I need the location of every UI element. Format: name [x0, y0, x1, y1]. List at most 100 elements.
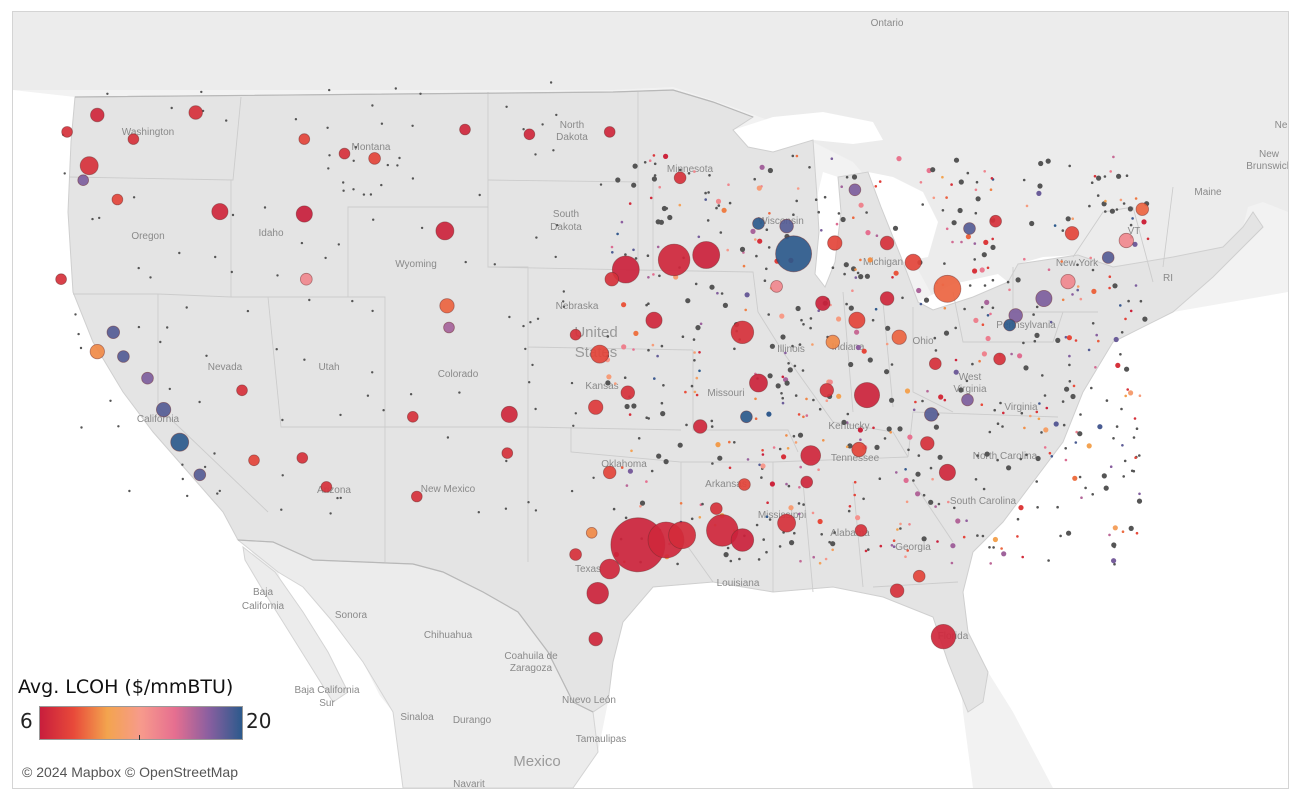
site-marker[interactable] [193, 468, 207, 482]
site-marker[interactable] [585, 526, 598, 539]
site-marker[interactable] [775, 235, 812, 273]
site-marker[interactable] [800, 445, 821, 466]
map-frame[interactable]: Ontario Washington Montana North Dakota … [12, 11, 1289, 789]
site-marker[interactable] [879, 291, 895, 306]
site-marker[interactable] [854, 382, 881, 409]
site-marker[interactable] [904, 253, 922, 271]
site-marker[interactable] [170, 432, 190, 452]
map-canvas[interactable]: Ontario Washington Montana North Dakota … [13, 12, 1288, 788]
site-marker[interactable] [920, 436, 935, 451]
site-marker[interactable] [338, 147, 351, 160]
site-marker[interactable] [501, 447, 514, 459]
site-marker[interactable] [296, 452, 309, 464]
site-marker[interactable] [825, 334, 841, 350]
site-marker[interactable] [800, 475, 813, 489]
site-marker[interactable] [879, 235, 895, 251]
site-marker[interactable] [127, 133, 140, 145]
site-marker[interactable] [599, 558, 620, 580]
site-marker[interactable] [590, 344, 610, 364]
site-marker[interactable] [740, 410, 753, 424]
site-marker[interactable] [603, 126, 616, 138]
site-marker[interactable] [298, 133, 311, 145]
site-marker[interactable] [77, 174, 89, 187]
site-marker[interactable] [320, 481, 333, 493]
site-marker[interactable] [1003, 318, 1016, 332]
site-marker[interactable] [236, 384, 248, 397]
site-marker[interactable] [930, 623, 957, 650]
site-marker[interactable] [295, 205, 313, 223]
site-marker[interactable] [1008, 308, 1023, 323]
site-marker[interactable] [924, 407, 939, 422]
site-marker[interactable] [777, 513, 796, 533]
site-marker[interactable] [819, 383, 835, 398]
site-marker[interactable] [604, 272, 620, 287]
site-marker[interactable] [569, 328, 582, 341]
site-marker[interactable] [523, 128, 536, 141]
site-marker[interactable] [657, 243, 691, 277]
site-marker[interactable] [668, 521, 696, 550]
site-marker[interactable] [693, 419, 708, 434]
site-marker[interactable] [588, 631, 603, 647]
site-marker[interactable] [410, 490, 423, 503]
site-marker[interactable] [938, 463, 956, 481]
site-marker[interactable] [500, 405, 518, 423]
map-attribution[interactable]: © 2024 Mapbox © OpenStreetMap [19, 764, 241, 780]
site-marker[interactable] [854, 524, 868, 537]
site-marker[interactable] [827, 235, 843, 251]
site-marker[interactable] [779, 218, 794, 234]
site-marker[interactable] [299, 272, 313, 286]
site-marker[interactable] [1060, 273, 1076, 290]
site-markers[interactable] [55, 81, 1150, 650]
site-marker[interactable] [848, 183, 862, 197]
site-marker[interactable] [692, 241, 721, 269]
site-marker[interactable] [61, 126, 73, 138]
site-marker[interactable] [891, 329, 907, 345]
site-marker[interactable] [211, 203, 229, 221]
site-marker[interactable] [55, 273, 67, 286]
site-marker[interactable] [406, 410, 419, 423]
site-marker[interactable] [1035, 289, 1053, 307]
site-marker[interactable] [569, 548, 582, 561]
site-marker[interactable] [963, 222, 976, 235]
site-marker[interactable] [730, 528, 755, 552]
site-marker[interactable] [1118, 232, 1134, 249]
site-marker[interactable] [435, 221, 455, 241]
site-marker[interactable] [989, 214, 1002, 228]
site-marker[interactable] [443, 321, 455, 334]
site-marker[interactable] [79, 156, 99, 176]
site-marker[interactable] [961, 393, 974, 407]
site-marker[interactable] [248, 454, 260, 467]
site-marker[interactable] [620, 385, 636, 400]
site-marker[interactable] [993, 352, 1006, 366]
site-marker[interactable] [89, 343, 105, 360]
site-marker[interactable] [106, 325, 121, 340]
site-marker[interactable] [439, 298, 455, 314]
site-marker[interactable] [611, 255, 640, 284]
site-marker[interactable] [673, 171, 687, 185]
site-marker[interactable] [815, 295, 831, 311]
site-marker[interactable] [933, 274, 962, 303]
site-marker[interactable] [770, 280, 783, 293]
site-marker[interactable] [603, 465, 617, 480]
site-marker[interactable] [709, 502, 723, 515]
site-marker[interactable] [90, 107, 105, 123]
site-marker[interactable] [1064, 226, 1080, 241]
site-marker[interactable] [588, 399, 604, 415]
site-marker[interactable] [752, 217, 765, 230]
site-marker[interactable] [156, 401, 172, 418]
site-marker[interactable] [730, 320, 755, 345]
site-marker[interactable] [848, 311, 866, 329]
site-marker[interactable] [141, 371, 154, 385]
site-marker[interactable] [368, 152, 381, 165]
site-marker[interactable] [928, 357, 942, 371]
site-marker[interactable] [645, 311, 663, 329]
site-marker[interactable] [117, 350, 130, 363]
site-marker[interactable] [889, 583, 905, 598]
site-marker[interactable] [1135, 202, 1150, 216]
site-marker[interactable] [738, 478, 751, 491]
site-marker[interactable] [111, 193, 124, 206]
site-marker[interactable] [749, 373, 768, 393]
site-marker[interactable] [586, 582, 609, 605]
site-marker[interactable] [851, 441, 867, 458]
site-marker[interactable] [1101, 251, 1115, 264]
